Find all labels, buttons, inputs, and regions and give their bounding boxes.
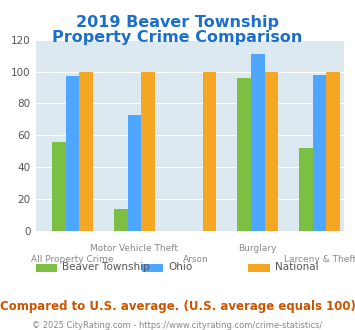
Text: © 2025 CityRating.com - https://www.cityrating.com/crime-statistics/: © 2025 CityRating.com - https://www.city… <box>32 321 323 330</box>
Text: Ohio: Ohio <box>169 262 193 272</box>
Text: All Property Crime: All Property Crime <box>31 255 114 264</box>
Bar <box>251 54 265 231</box>
Bar <box>127 115 141 231</box>
Text: Beaver Township: Beaver Township <box>62 262 150 272</box>
Bar <box>203 72 217 231</box>
Text: Compared to U.S. average. (U.S. average equals 100): Compared to U.S. average. (U.S. average … <box>0 300 355 313</box>
Bar <box>327 72 340 231</box>
Bar <box>141 72 155 231</box>
Text: National: National <box>275 262 319 272</box>
Text: Burglary: Burglary <box>239 244 277 252</box>
Text: 2019 Beaver Township: 2019 Beaver Township <box>76 15 279 30</box>
Text: Arson: Arson <box>183 255 209 264</box>
Bar <box>80 72 93 231</box>
Bar <box>237 78 251 231</box>
Text: Property Crime Comparison: Property Crime Comparison <box>52 30 303 45</box>
Bar <box>66 76 80 231</box>
Text: Motor Vehicle Theft: Motor Vehicle Theft <box>90 244 178 252</box>
Bar <box>114 209 127 231</box>
Bar <box>265 72 278 231</box>
Bar <box>299 148 313 231</box>
Text: Larceny & Theft: Larceny & Theft <box>284 255 355 264</box>
Bar <box>313 75 327 231</box>
Bar <box>52 142 66 231</box>
